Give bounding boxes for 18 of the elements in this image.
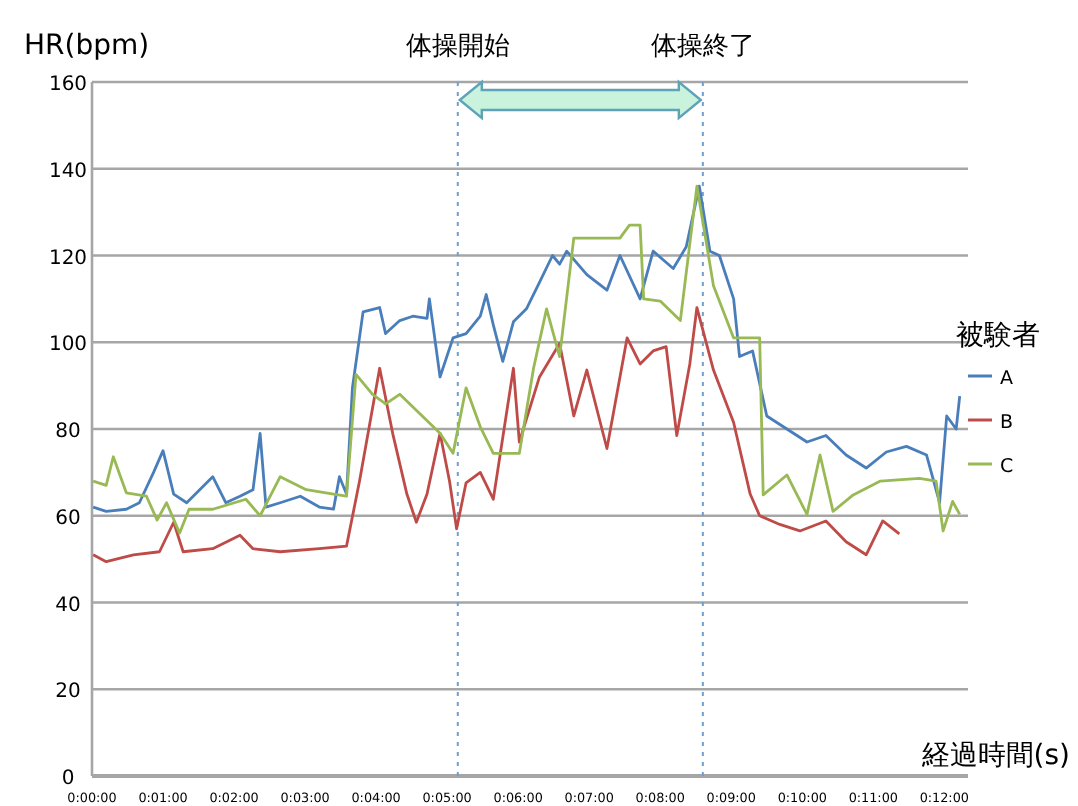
y-tick-label: 100 <box>48 334 88 357</box>
ref-line-label: 体操終了 <box>650 32 755 62</box>
y-tick-label: 120 <box>48 247 88 270</box>
y-tick-label: 0 <box>61 768 75 790</box>
y-tick-label: 80 <box>55 421 81 443</box>
legend-title: 被験者 <box>956 320 1040 352</box>
y-tick-label: 60 <box>55 507 81 530</box>
y-tick-label: 160 <box>48 74 88 96</box>
line-series <box>91 306 901 564</box>
y-axis-title: HR(bpm) <box>24 30 150 62</box>
y-tick-label: 20 <box>55 681 81 704</box>
legend-label: A <box>1000 368 1014 390</box>
y-tick-label: 40 <box>55 594 81 617</box>
ref-line-label: 体操開始 <box>405 32 510 62</box>
x-axis-title: 経過時間(s) <box>919 740 1070 772</box>
y-tick-label: 140 <box>48 160 88 183</box>
legend-label: C <box>1000 456 1014 478</box>
legend-label: B <box>1000 412 1014 434</box>
